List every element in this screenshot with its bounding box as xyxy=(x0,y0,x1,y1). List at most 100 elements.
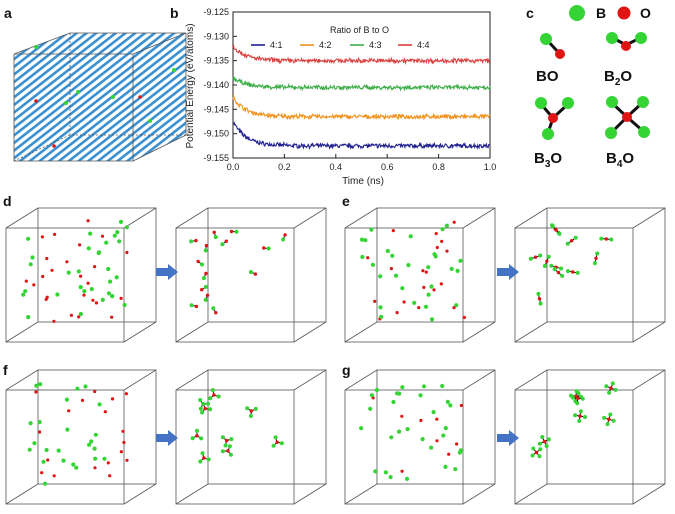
o-atom xyxy=(24,279,28,283)
o-atom xyxy=(121,429,125,433)
o-atom xyxy=(609,386,613,390)
box-back-face xyxy=(546,207,666,323)
b-atom xyxy=(421,384,427,389)
b3o-cluster xyxy=(245,406,258,418)
box-edge xyxy=(632,321,666,343)
b-atom xyxy=(443,426,448,431)
box-edge xyxy=(462,321,496,343)
b-atom xyxy=(199,436,204,441)
o-atom xyxy=(621,41,631,51)
b-atom xyxy=(27,447,32,452)
b-atom xyxy=(426,292,431,297)
box-edge xyxy=(462,483,496,505)
legend-entry: 4:2 xyxy=(319,40,332,50)
o-atom xyxy=(79,274,83,278)
b-atom xyxy=(445,399,450,404)
b-atom xyxy=(210,388,215,393)
b-atom xyxy=(93,456,98,461)
o-atom xyxy=(275,440,279,444)
b-atom xyxy=(124,225,129,230)
b-atom xyxy=(606,96,618,108)
box-edge xyxy=(514,321,548,343)
b-atom xyxy=(76,269,81,274)
box-front-face xyxy=(514,389,634,505)
b-atom xyxy=(429,445,434,450)
o-atom xyxy=(32,283,36,287)
b-atom-label: B xyxy=(596,5,606,21)
b-atom xyxy=(611,418,616,423)
o-atom xyxy=(556,270,561,275)
o-atom xyxy=(400,469,404,473)
b-atom xyxy=(535,97,547,109)
panel-e-final-box xyxy=(514,207,666,343)
o-atom xyxy=(196,259,200,264)
b-atom xyxy=(540,33,552,45)
b-atom-key-icon xyxy=(569,5,585,21)
b-atom xyxy=(531,446,536,451)
b-atom xyxy=(638,126,650,138)
box-edge xyxy=(632,483,666,505)
b-atom xyxy=(542,128,554,140)
o-atom xyxy=(462,315,466,320)
o-atom xyxy=(229,229,234,234)
box-edge xyxy=(632,369,666,391)
panel-g-final-box xyxy=(514,369,666,505)
b4o-cluster xyxy=(604,381,618,395)
o-atom xyxy=(86,219,90,223)
series-line-4-1 xyxy=(232,121,491,150)
o-atom xyxy=(125,458,129,462)
o-atom xyxy=(604,237,608,241)
o-atom xyxy=(389,267,393,271)
o-atom xyxy=(119,296,123,300)
b-atom xyxy=(253,406,258,411)
o-atom xyxy=(205,293,210,297)
o-atom xyxy=(44,297,48,301)
b-atom xyxy=(537,454,542,459)
b-atom xyxy=(65,427,70,432)
b-atom xyxy=(431,410,436,415)
o-atom xyxy=(46,458,50,462)
b3o-cluster xyxy=(200,401,213,415)
b-atom xyxy=(546,254,551,259)
b-atom xyxy=(74,465,79,470)
o-atom xyxy=(445,249,449,253)
b-atom xyxy=(440,227,445,232)
b-atom xyxy=(369,227,374,232)
o-atom xyxy=(93,265,97,269)
x-axis-label: Time (ns) xyxy=(342,176,384,187)
series-line-4-3 xyxy=(232,76,491,92)
o-atom xyxy=(455,442,459,446)
b-atom xyxy=(562,97,574,109)
atom-key: B O xyxy=(569,5,651,21)
o-atom xyxy=(571,270,575,274)
box-edge xyxy=(514,369,548,391)
box-back-face xyxy=(37,369,157,485)
b4o-cluster xyxy=(602,412,616,427)
o-atom xyxy=(253,272,258,276)
b-atom xyxy=(457,450,462,455)
b-atom xyxy=(234,229,239,234)
b-atom xyxy=(576,391,581,396)
series-line-4-2 xyxy=(232,94,491,121)
b-atom xyxy=(28,421,33,426)
o-atom xyxy=(100,234,105,238)
b-atom xyxy=(21,292,26,297)
o-atom xyxy=(570,239,574,243)
b-atom xyxy=(71,462,76,467)
box-edge xyxy=(5,207,39,229)
b-atom xyxy=(575,270,580,275)
b-atom xyxy=(528,256,533,261)
b-atom xyxy=(573,235,578,240)
b-atom xyxy=(369,393,374,398)
o-atom xyxy=(607,417,611,421)
box-edge xyxy=(293,483,327,505)
b-atom xyxy=(190,436,195,441)
box-edge xyxy=(462,369,496,391)
b1o-cluster xyxy=(196,259,204,267)
b-atom xyxy=(602,415,607,420)
b-atom xyxy=(87,442,92,447)
b-atom xyxy=(106,266,111,272)
x-tick-label: 0.6 xyxy=(381,162,394,172)
b-atom xyxy=(200,410,205,415)
b-atom xyxy=(30,255,35,260)
